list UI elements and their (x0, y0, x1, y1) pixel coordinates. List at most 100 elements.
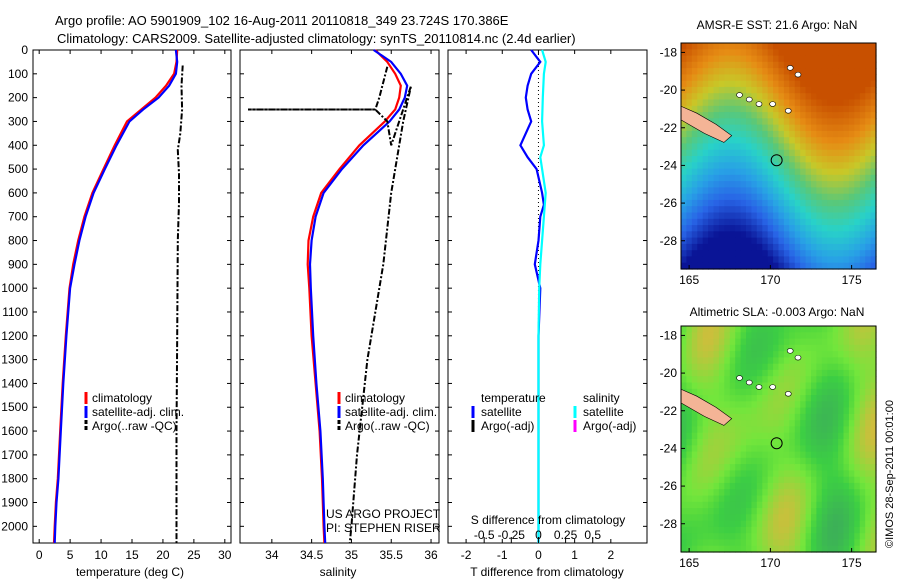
map-cell (702, 501, 709, 509)
map-cell (740, 501, 747, 509)
map-cell (681, 187, 687, 195)
figure-title-line2: Climatology: CARS2009. Satellite-adjuste… (57, 31, 576, 46)
map-cell (843, 74, 850, 82)
map-cell (865, 501, 872, 509)
map-cell (870, 199, 877, 207)
map-cell (756, 520, 763, 528)
map-cell (843, 243, 850, 251)
map-cell (854, 445, 861, 453)
map-cell (789, 93, 796, 101)
map-cell (816, 495, 823, 503)
map-cell (691, 218, 698, 226)
map-cell (811, 55, 817, 63)
map-cell (800, 225, 807, 232)
map-cell (811, 68, 817, 75)
map-cell (691, 476, 698, 484)
map-cell (816, 332, 823, 340)
map-cell (724, 237, 731, 245)
map-cell (870, 105, 877, 113)
map-cell (805, 93, 812, 101)
map-cell (686, 55, 693, 63)
map-cell (800, 137, 807, 145)
x-tick-label: -2 (461, 548, 472, 562)
map-cell (697, 262, 704, 270)
map-cell (794, 218, 801, 226)
map-cell (718, 193, 725, 201)
map-cell (718, 237, 725, 245)
map-cell (800, 363, 807, 371)
map-cell (756, 395, 763, 402)
map-cell (767, 225, 774, 232)
map-cell (762, 388, 769, 396)
map-cell (827, 212, 834, 220)
map-cell (843, 130, 850, 138)
map-cell (838, 545, 845, 553)
map-cell (859, 470, 866, 478)
map-cell (859, 181, 866, 188)
map-cell (767, 420, 774, 428)
map-cell (794, 344, 801, 352)
map-cell (794, 74, 801, 82)
map-cell (718, 143, 725, 151)
map-cell (773, 143, 780, 151)
map-cell (686, 243, 693, 251)
map-cell (838, 162, 845, 170)
map-cell (724, 382, 731, 390)
map-cell (811, 143, 817, 151)
map-cell (832, 464, 839, 471)
map-cell (767, 464, 774, 471)
map-cell (746, 212, 752, 220)
map-cell (718, 149, 725, 157)
map-cell (778, 187, 785, 195)
map-cell (843, 118, 850, 126)
map-cell (691, 382, 698, 390)
map-cell (838, 533, 845, 541)
map-cell (821, 526, 828, 534)
map-cell (724, 262, 731, 270)
map-cell (800, 514, 807, 522)
map-cell (805, 49, 812, 57)
map-cell (832, 526, 839, 534)
map-cell (783, 43, 790, 50)
map-cell (762, 231, 769, 239)
map-cell (697, 68, 704, 75)
map-cell (746, 199, 752, 207)
map-cell (816, 55, 823, 63)
map-cell (783, 495, 790, 503)
map-cell (767, 118, 774, 126)
map-cell (832, 363, 839, 371)
map-cell (718, 439, 725, 446)
map-cell (681, 426, 687, 434)
map-cell (805, 533, 812, 541)
map-cell (816, 357, 823, 365)
map-cell (762, 401, 769, 409)
map-cell (794, 457, 801, 465)
map-cell (859, 80, 866, 88)
map-cell (740, 432, 747, 440)
map-cell (800, 237, 807, 245)
map-cell (746, 112, 752, 119)
map-cell (805, 231, 812, 239)
map-cell (751, 514, 758, 522)
map-cell (746, 137, 752, 145)
map-cell (713, 426, 720, 434)
map-cell (816, 326, 823, 333)
map-cell (843, 508, 850, 515)
map-cell (729, 508, 736, 515)
map-cell (778, 93, 785, 101)
map-cell (708, 93, 715, 101)
map-cell (686, 526, 693, 534)
map-cell (789, 231, 796, 239)
map-cell (756, 118, 763, 126)
map-cell (816, 344, 823, 352)
map-cell (865, 162, 872, 170)
map-cell (821, 401, 828, 409)
map-cell (870, 243, 877, 251)
map-cell (778, 162, 785, 170)
map-cell (681, 326, 687, 333)
map-cell (718, 212, 725, 220)
map-cell (865, 369, 872, 377)
map-cell (816, 451, 823, 459)
sla-map-title: Altimetric SLA: -0.003 Argo: NaN (690, 305, 865, 319)
map-cell (762, 363, 769, 371)
